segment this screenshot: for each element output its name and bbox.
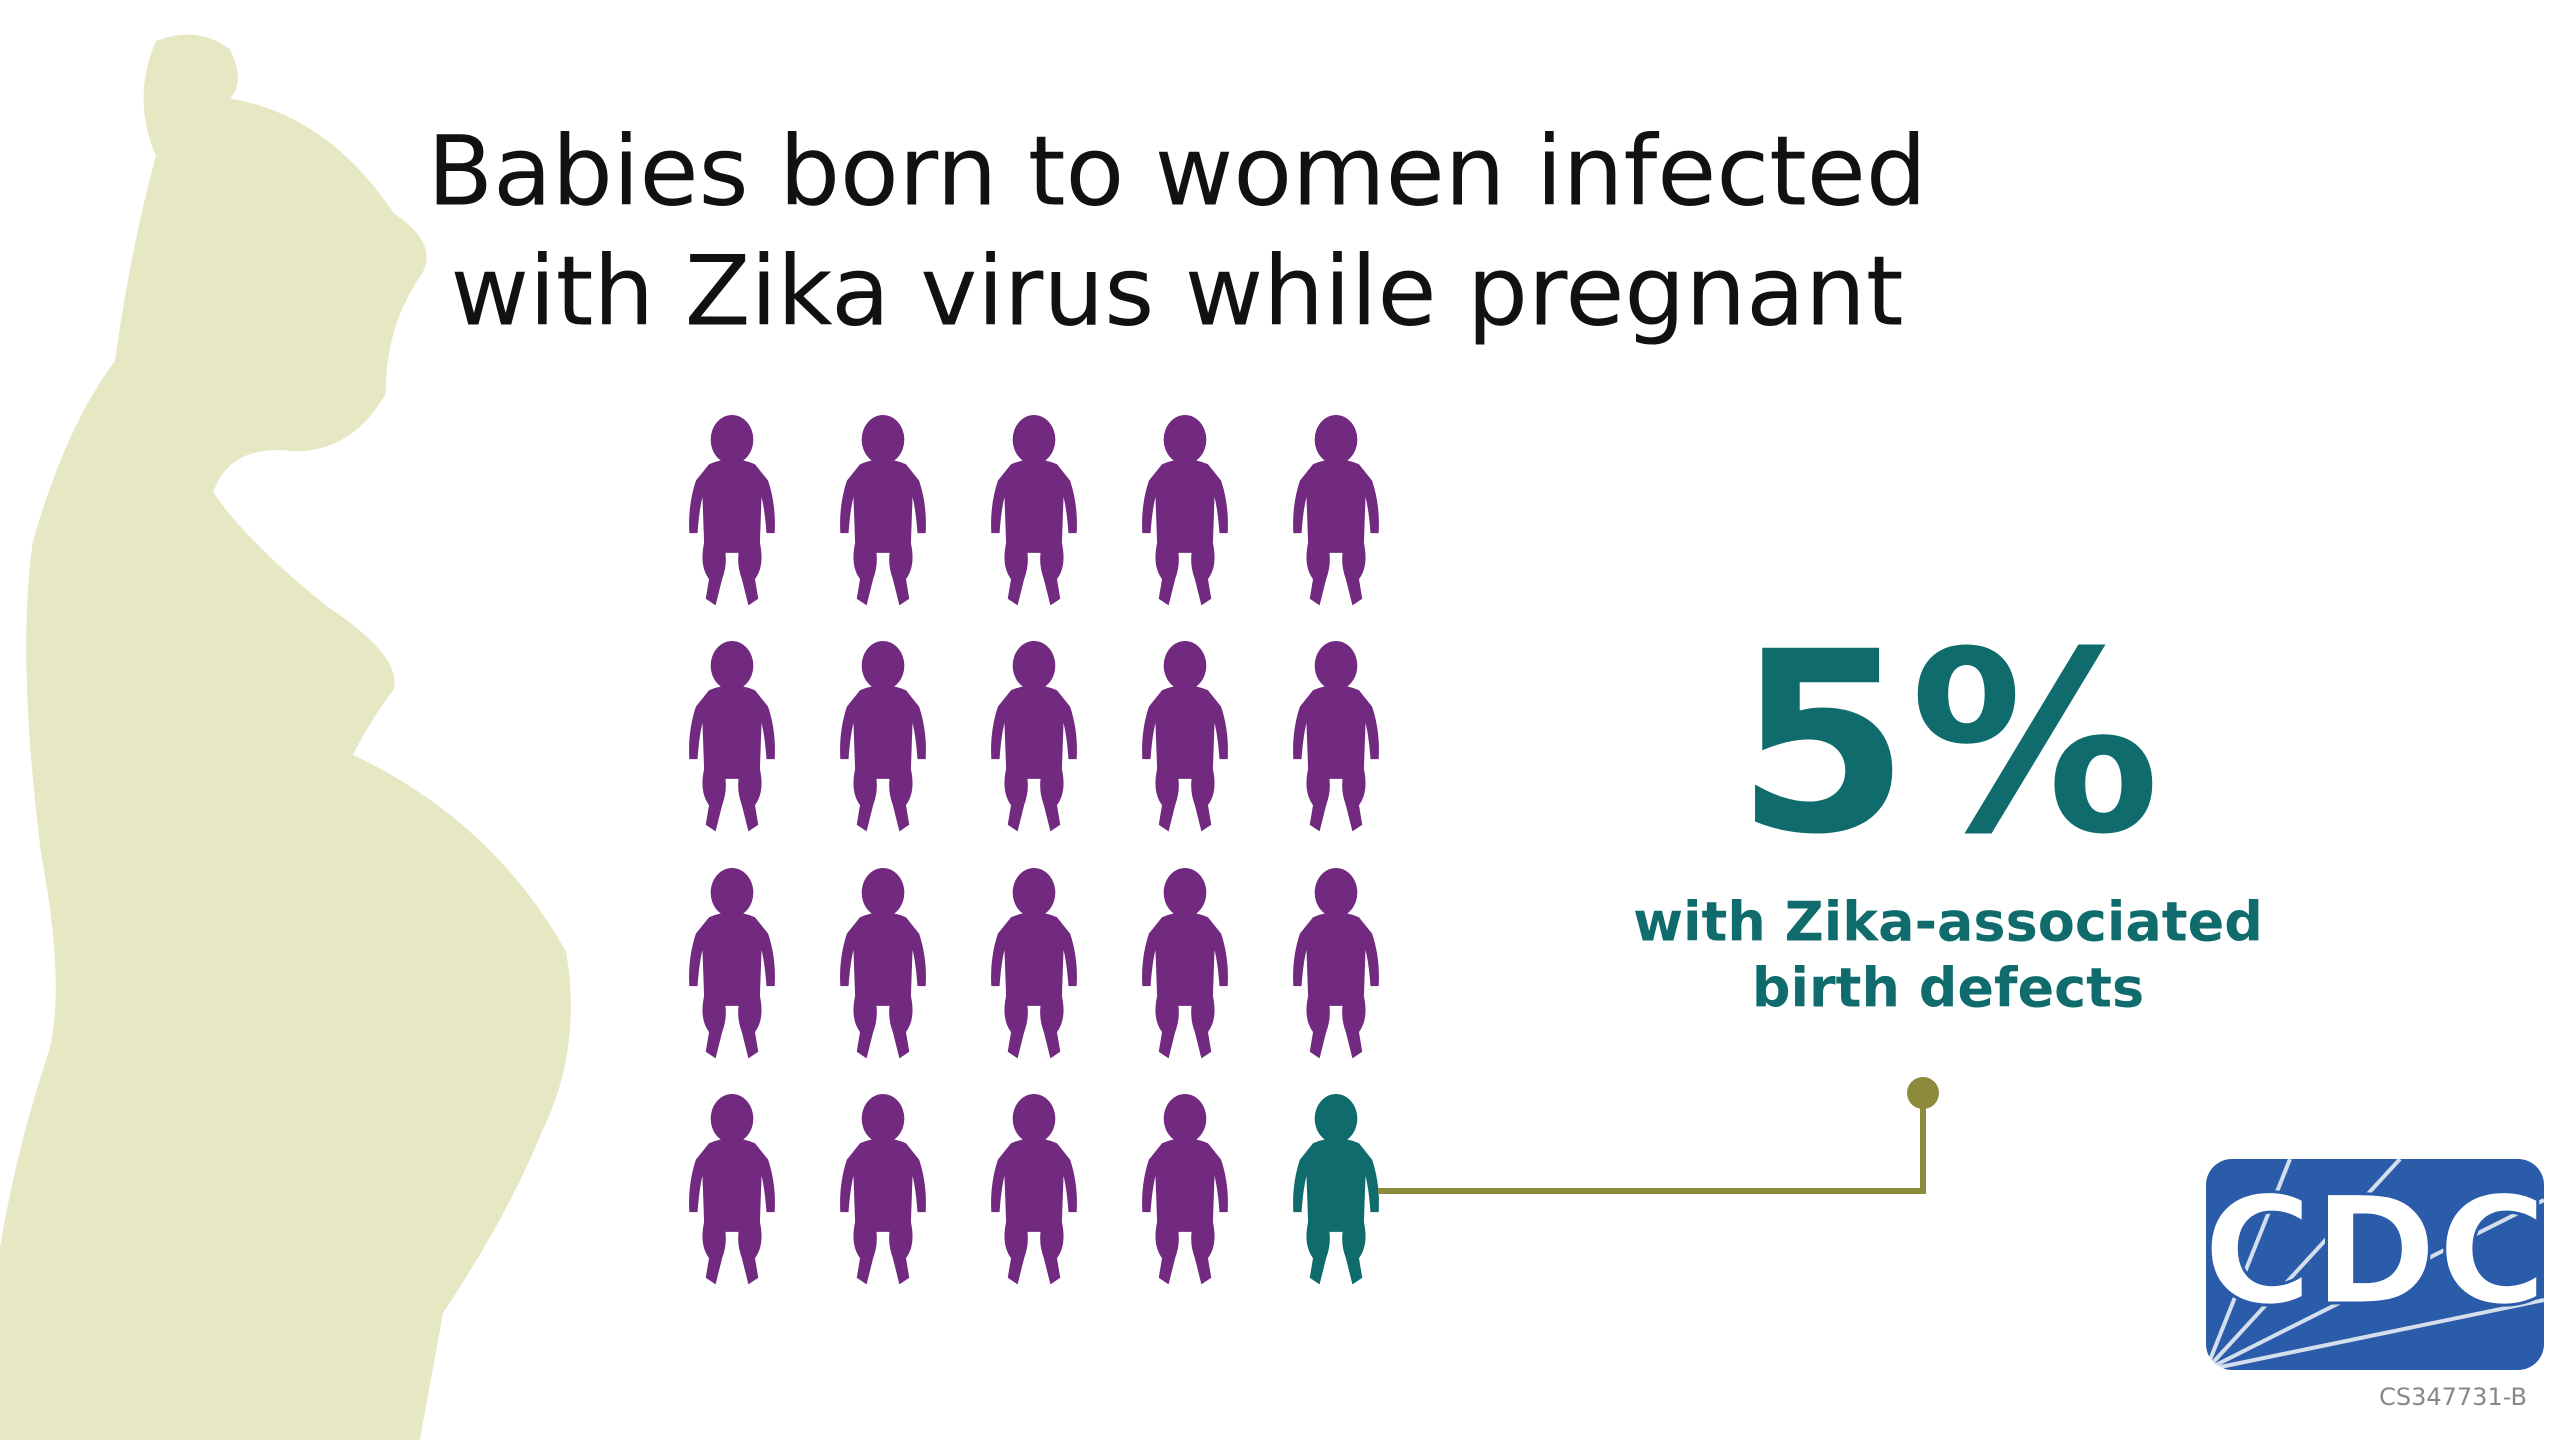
connector-dot bbox=[1907, 1077, 1939, 1109]
code: CS347731-B bbox=[2379, 1383, 2527, 1411]
stat-caption: with Zika-associated bbox=[1633, 891, 2263, 954]
woman-silhouette bbox=[0, 34, 571, 1440]
silhouette bbox=[0, 34, 571, 1440]
cdc-logo: CDC bbox=[2201, 1157, 2549, 1372]
connector bbox=[1378, 1093, 1926, 1194]
title-line: Babies born to women infected bbox=[427, 115, 1927, 227]
stat-caption: birth defects bbox=[1752, 957, 2144, 1020]
stat-value: 5% bbox=[1736, 598, 2160, 889]
logo-rays bbox=[2204, 1157, 2545, 1372]
logo-text: CDC bbox=[2203, 1165, 2548, 1339]
title-line: with Zika virus while pregnant bbox=[451, 235, 1904, 347]
